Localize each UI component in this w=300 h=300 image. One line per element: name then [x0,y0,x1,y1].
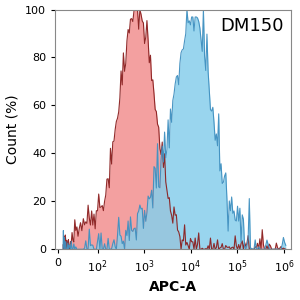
X-axis label: APC-A: APC-A [149,280,197,294]
Text: DM150: DM150 [220,17,284,35]
Y-axis label: Count (%): Count (%) [6,94,20,164]
